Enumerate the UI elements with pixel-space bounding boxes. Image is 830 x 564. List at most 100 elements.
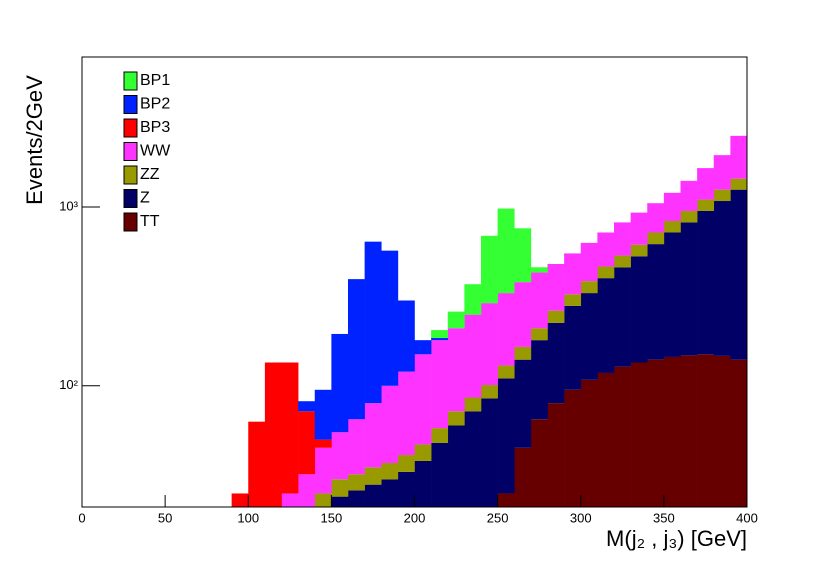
histogram-bar [431, 338, 449, 341]
histogram-bar [630, 244, 648, 257]
legend-swatch [123, 165, 138, 185]
histogram-bar [730, 135, 747, 179]
legend-swatch [123, 118, 138, 138]
legend-label: BP1 [140, 72, 170, 89]
histogram-bar [348, 474, 365, 491]
histogram-bar [431, 340, 449, 429]
histogram-bar [497, 208, 515, 294]
histogram-bar [264, 362, 282, 507]
histogram-bar [580, 293, 598, 380]
x-axis-label: M(j₂ , j₃) [GeV] [606, 526, 747, 551]
histogram-bar [697, 210, 715, 355]
histogram-bar [447, 328, 465, 412]
x-tick-label: 150 [321, 510, 343, 525]
legend-label: BP3 [140, 119, 170, 136]
legend-label: ZZ [140, 166, 160, 183]
histogram-bar [514, 359, 532, 448]
legend-label: BP2 [140, 96, 170, 113]
histogram-bar [580, 379, 598, 507]
histogram-bar [497, 378, 515, 494]
histogram-bar [414, 460, 432, 507]
histogram-bar [547, 322, 565, 404]
histogram-bar [647, 203, 665, 233]
histogram-bar [298, 401, 316, 412]
histogram-bar [514, 447, 532, 507]
histogram-bar [281, 493, 299, 507]
histogram-bar [547, 310, 565, 323]
histogram-bar [397, 471, 415, 507]
histogram-bar [464, 397, 482, 412]
histogram-bar [397, 300, 415, 372]
histogram-bar [614, 366, 631, 507]
legend-label: Z [140, 190, 150, 207]
legend-label: WW [140, 143, 171, 160]
histogram-bar [481, 385, 498, 399]
histogram-bar [514, 346, 532, 360]
x-tick-label: 400 [736, 510, 758, 525]
histogram-bar [630, 256, 648, 363]
x-tick-label: 300 [570, 510, 592, 525]
histogram-bar [348, 419, 365, 475]
histogram-bar [281, 362, 299, 494]
histogram-bar [481, 303, 498, 386]
histogram-bar [680, 210, 698, 223]
histogram-bar [464, 314, 482, 398]
histogram-bar [580, 281, 598, 294]
histogram-bar [497, 293, 515, 366]
histogram-bar [331, 333, 349, 433]
histogram-bar [697, 354, 715, 507]
histogram-bar [314, 439, 332, 448]
histogram-bar [348, 490, 365, 507]
histogram-bar [364, 241, 382, 404]
histogram-bar [630, 212, 648, 245]
histogram-bar [414, 340, 432, 355]
histogram-bar [231, 493, 249, 507]
histogram-bar [713, 189, 731, 202]
histogram-bar [381, 385, 399, 464]
histogram-bar [564, 294, 582, 306]
histogram-bar [481, 398, 498, 507]
histogram-bar [697, 199, 715, 211]
histogram-bar [414, 354, 432, 445]
x-tick-label: 100 [237, 510, 259, 525]
legend-swatch [123, 142, 138, 161]
histogram-bar [597, 232, 615, 267]
histogram-bar [730, 178, 747, 190]
histogram-bar [348, 279, 365, 420]
histogram-bar [730, 359, 747, 507]
histogram-bar [364, 403, 382, 468]
y-tick-label: 10³ [59, 198, 78, 213]
legend-swatch [123, 71, 138, 91]
histogram-bar [331, 479, 349, 497]
histogram-bar [663, 356, 681, 507]
histogram-bar [730, 189, 747, 360]
histogram-bar [547, 403, 565, 507]
histogram-bar [697, 168, 715, 200]
histogram-bar [663, 232, 681, 357]
histogram-bar [663, 192, 681, 221]
histogram-bar [447, 425, 465, 507]
histogram-bar [364, 467, 382, 485]
histogram-bar [447, 311, 465, 329]
histogram-bar [447, 411, 465, 426]
histogram-bar [497, 493, 515, 507]
legend-swatch [123, 212, 138, 232]
histogram-bar [314, 389, 332, 440]
histogram-bar [381, 463, 399, 480]
legend-swatch [123, 189, 138, 208]
histogram-bar [298, 411, 316, 475]
x-tick-label: 0 [78, 510, 85, 525]
histogram-bar [331, 432, 349, 480]
y-axis-label: Events/2GeV [22, 75, 47, 205]
histogram-bar [530, 267, 548, 273]
histogram-bar [663, 220, 681, 233]
histogram-bar [597, 266, 615, 279]
histogram-bar [580, 242, 598, 282]
histogram-bar [481, 235, 498, 304]
histogram-bar [530, 419, 548, 507]
histogram-bar [431, 428, 449, 443]
histogram-bar [564, 305, 582, 390]
histogram-bar [647, 359, 665, 507]
